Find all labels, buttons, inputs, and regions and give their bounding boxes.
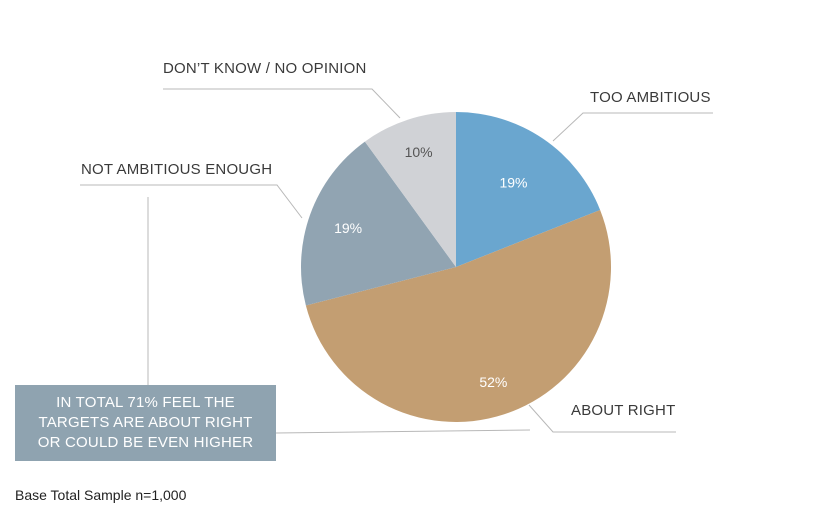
- category-label-about-right: ABOUT RIGHT: [571, 402, 676, 419]
- callout-line: TARGETS ARE ABOUT RIGHT: [38, 414, 253, 431]
- category-label-not-ambitious-enough: NOT AMBITIOUS ENOUGH: [81, 161, 273, 178]
- base-sample-footnote: Base Total Sample n=1,000: [15, 487, 187, 503]
- leader-dont-know: [163, 88, 401, 119]
- leader-callout-horizontal: [275, 429, 531, 434]
- pie-slice-about-right: [305, 209, 611, 422]
- category-label-dont-know: DON’T KNOW / NO OPINION: [163, 60, 367, 77]
- leader-too-ambitious: [552, 112, 713, 142]
- callout-line: OR COULD BE EVEN HIGHER: [37, 434, 254, 451]
- data-label-not-ambitious-enough: 19%: [334, 220, 362, 236]
- data-label-too-ambitious: 19%: [499, 174, 527, 190]
- callout-line: IN TOTAL 71% FEEL THE: [56, 394, 235, 411]
- leader-not-ambitious-enough: [80, 184, 303, 219]
- pie-slice-not-ambitious-enough: [300, 141, 456, 306]
- callout-box: IN TOTAL 71% FEEL THE TARGETS ARE ABOUT …: [15, 385, 276, 461]
- category-label-too-ambitious: TOO AMBITIOUS: [590, 89, 711, 106]
- data-label-dont-know: 10%: [405, 144, 433, 160]
- pie-slice-too-ambitious: [456, 112, 601, 267]
- leader-about-right: [528, 404, 676, 433]
- data-label-about-right: 52%: [479, 374, 507, 390]
- pie-slice-dont-know: [364, 112, 456, 267]
